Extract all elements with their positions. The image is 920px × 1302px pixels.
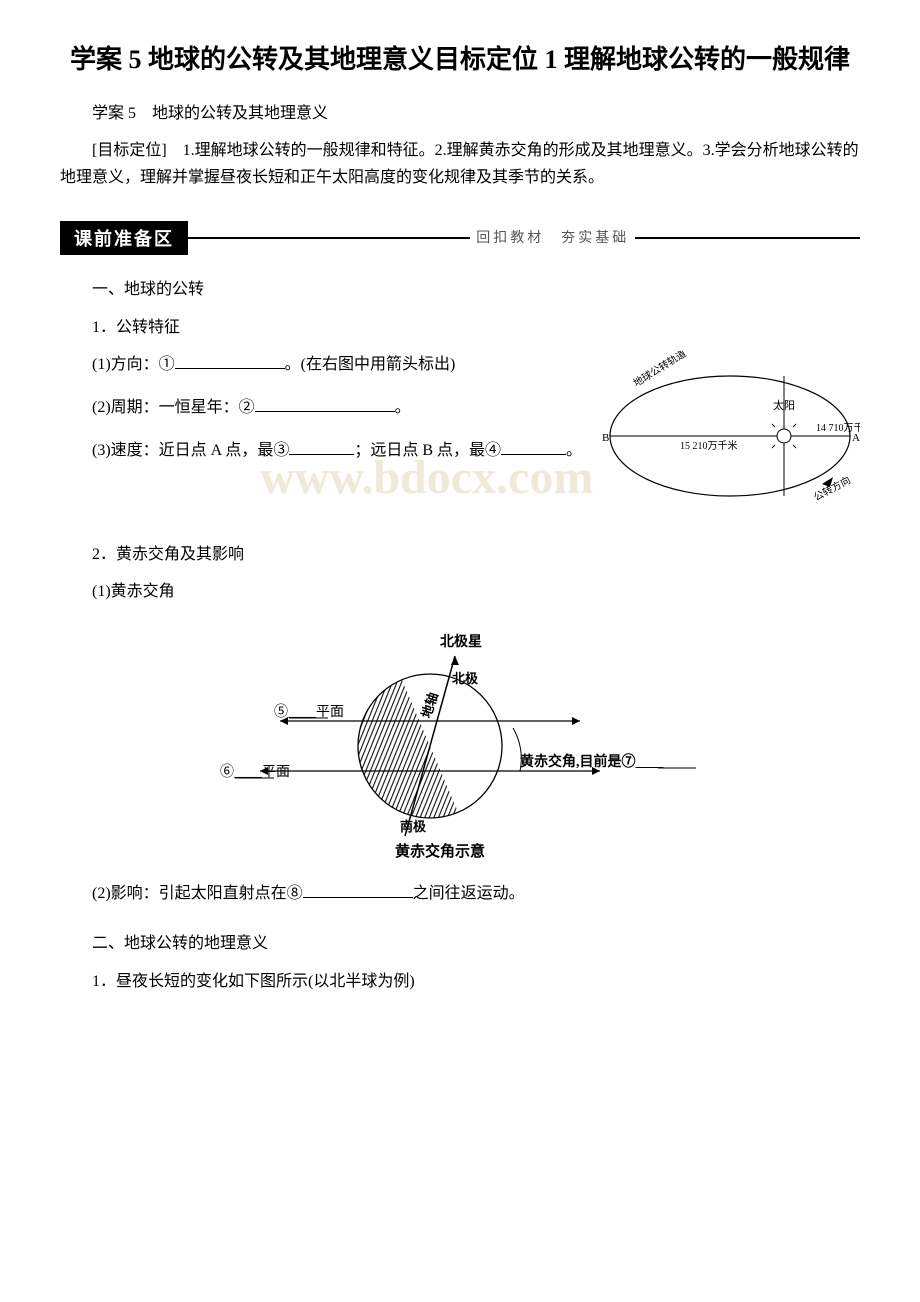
section1-sub1: 1．公转特征: [60, 313, 860, 337]
section-bar-line: 回扣教材 夯实基础: [188, 237, 860, 239]
blank-3: [289, 439, 354, 455]
sun-label: 太阳: [773, 399, 795, 412]
line2-suffix: 。: [395, 399, 411, 416]
line3-suffix: 。: [566, 442, 582, 459]
section-bar: 课前准备区 回扣教材 夯实基础: [60, 221, 860, 255]
orbit-diagram: 太阳 14 710万千米 15 210万千米 A B 地球公转轨道 公转方向: [600, 351, 860, 516]
main-title: 学案 5 地球的公转及其地理意义目标定位 1 理解地球公转的一般规律: [60, 40, 860, 79]
track-label: 地球公转轨道: [631, 351, 689, 390]
section1-heading: 一、地球的公转: [60, 275, 860, 299]
obliquity-caption: 黄赤交角示意: [395, 842, 485, 860]
point-a: A: [852, 432, 860, 444]
section2-heading: 二、地球公转的地理意义: [60, 929, 860, 953]
document-root: 学案 5 地球的公转及其地理意义目标定位 1 理解地球公转的一般规律 学案 5 …: [60, 40, 860, 991]
line1-prefix: (1)方向：①: [92, 356, 175, 373]
section1-sub2: 2．黄赤交角及其影响: [60, 540, 860, 564]
section-bar-label: 课前准备区: [60, 221, 188, 255]
obliquity-diagram: 北极星 北极 南极 地轴 ⑤____平面 ⑥____平面 黄赤交角,目前是⑦__…: [60, 621, 860, 866]
north-star-label: 北极星: [440, 633, 482, 650]
objective-text: [目标定位] 1.理解地球公转的一般规律和特征。2.理解黄赤交角的形成及其地理意…: [60, 137, 860, 191]
section1-sub2-1: (1)黄赤交角: [60, 578, 860, 607]
south-pole-label: 南极: [400, 819, 427, 834]
obliquity-svg: 北极星 北极 南极 地轴 ⑤____平面 ⑥____平面 黄赤交角,目前是⑦__…: [220, 621, 700, 861]
blank-2: [255, 396, 395, 412]
line3-mid: ；远日点 B 点，最④: [354, 442, 501, 459]
section1-sub2-2: (2)影响：引起太阳直射点在⑧ 之间往返运动。: [60, 880, 860, 909]
sub2-2-suffix: 之间往返运动。: [413, 885, 525, 902]
section2-sub1: 1．昼夜长短的变化如下图所示(以北半球为例): [60, 967, 860, 991]
line2-prefix: (2)周期：一恒星年：②: [92, 399, 255, 416]
north-pole-label: 北极: [452, 671, 479, 686]
blank-1: [175, 353, 285, 369]
subtitle: 学案 5 地球的公转及其地理意义: [60, 99, 860, 123]
blank-8: [303, 882, 413, 898]
blank-4: [501, 439, 566, 455]
sub2-2-prefix: (2)影响：引起太阳直射点在⑧: [92, 885, 303, 902]
point-b: B: [602, 432, 609, 444]
orbit-svg: 太阳 14 710万千米 15 210万千米 A B 地球公转轨道 公转方向: [600, 351, 860, 511]
line3-prefix: (3)速度：近日点 A 点，最③: [92, 442, 289, 459]
dist2-label: 15 210万千米: [680, 439, 738, 452]
section-bar-text: 回扣教材 夯实基础: [470, 227, 635, 247]
line1-suffix: 。(在右图中用箭头标出): [285, 356, 456, 373]
